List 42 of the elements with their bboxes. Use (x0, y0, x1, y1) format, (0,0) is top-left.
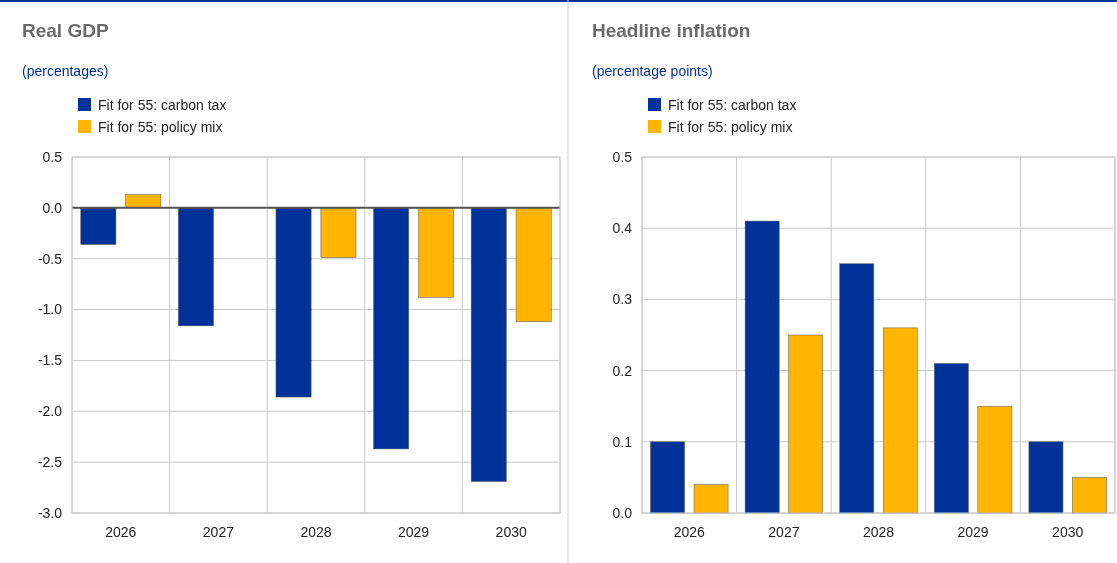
x-tick-label: 2029 (957, 524, 989, 540)
y-tick-label: -2.0 (37, 403, 63, 420)
x-tick-label: 2030 (1052, 524, 1084, 540)
x-tick-label: 2027 (202, 524, 235, 540)
x-tick-label: 2029 (398, 524, 430, 540)
x-tick-label: 2028 (300, 524, 332, 540)
y-tick-label: -3.0 (37, 504, 63, 521)
bar (693, 484, 729, 514)
legend-label: Fit for 55: policy mix (98, 118, 223, 135)
bar (744, 220, 780, 514)
y-tick-label: -2.5 (37, 454, 63, 471)
y-tick-label: 0.5 (612, 148, 633, 165)
bar (934, 363, 969, 514)
bar (1028, 441, 1064, 514)
x-tick-label: 2027 (768, 524, 800, 540)
bar (977, 405, 1013, 514)
y-tick-label: -0.5 (37, 250, 63, 267)
legend-label: Fit for 55: policy mix (668, 118, 793, 135)
y-tick-label: 0.4 (612, 220, 633, 237)
chart-title: Real GDP (22, 20, 109, 41)
y-tick-label: 0.0 (42, 199, 63, 216)
y-tick-label: 0.0 (612, 504, 633, 521)
bar (650, 441, 685, 514)
chart-title: Headline inflation (592, 20, 751, 41)
y-tick-label: 0.2 (612, 362, 633, 379)
legend-label: Fit for 55: carbon tax (98, 96, 227, 113)
y-tick-label: 0.1 (612, 433, 633, 450)
bar (839, 263, 875, 514)
y-tick-label: -1.0 (37, 301, 63, 318)
y-tick-label: -1.5 (37, 352, 63, 369)
bar (1072, 477, 1107, 514)
bar (788, 334, 823, 514)
legend-label: Fit for 55: carbon tax (668, 96, 797, 113)
y-tick-label: 0.3 (612, 291, 633, 308)
chart-subtitle: (percentages) (22, 63, 109, 79)
x-tick-label: 2030 (495, 524, 527, 540)
x-tick-label: 2026 (673, 524, 706, 540)
bar (882, 327, 918, 514)
x-tick-label: 2026 (105, 524, 137, 540)
x-tick-label: 2028 (862, 524, 895, 540)
y-tick-label: 0.5 (42, 148, 63, 165)
chart-subtitle: (percentage points) (592, 63, 713, 79)
